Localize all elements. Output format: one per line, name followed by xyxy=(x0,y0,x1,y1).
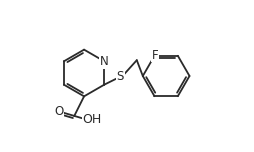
Text: OH: OH xyxy=(83,113,102,126)
Text: F: F xyxy=(152,48,158,62)
Text: S: S xyxy=(117,70,124,83)
Text: O: O xyxy=(55,105,64,118)
Text: N: N xyxy=(100,55,109,68)
